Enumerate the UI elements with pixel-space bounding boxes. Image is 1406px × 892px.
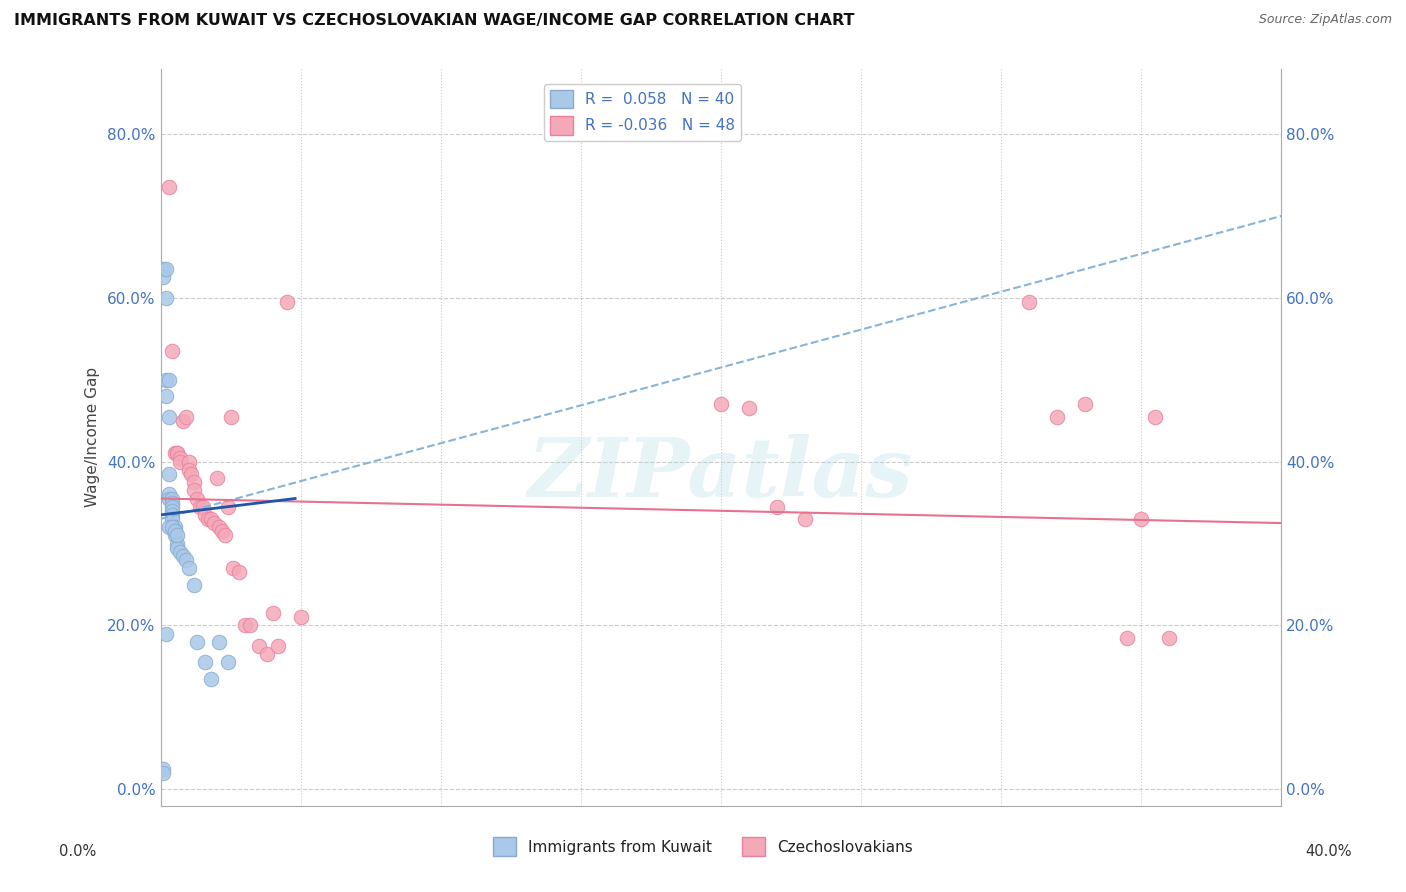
Y-axis label: Wage/Income Gap: Wage/Income Gap <box>86 367 100 508</box>
Point <box>160 495 183 509</box>
Point <box>152 762 174 776</box>
Point <box>1116 631 1139 645</box>
Text: ZIPatlas: ZIPatlas <box>529 434 914 514</box>
Point <box>160 344 183 359</box>
Point <box>160 520 183 534</box>
Point <box>183 475 205 490</box>
Point <box>191 500 214 514</box>
Point <box>160 504 183 518</box>
Point <box>155 626 177 640</box>
Point <box>166 446 188 460</box>
Point <box>177 463 200 477</box>
Point <box>169 450 191 465</box>
Point <box>766 500 789 514</box>
Point <box>211 524 233 539</box>
Point <box>174 409 197 424</box>
Point <box>155 389 177 403</box>
Point <box>200 672 222 686</box>
Point <box>214 528 236 542</box>
Point <box>177 561 200 575</box>
Point <box>217 656 239 670</box>
Point <box>172 414 194 428</box>
Point <box>1144 409 1167 424</box>
Point <box>157 491 180 506</box>
Point <box>186 491 208 506</box>
Point <box>194 508 217 522</box>
Point <box>172 549 194 563</box>
Point <box>233 618 256 632</box>
Point <box>208 635 231 649</box>
Point <box>160 512 183 526</box>
Point <box>290 610 312 624</box>
Point <box>157 520 180 534</box>
Point <box>194 656 217 670</box>
Point <box>183 577 205 591</box>
Point <box>228 566 250 580</box>
Point <box>155 262 177 277</box>
Point <box>738 401 761 416</box>
Text: 40.0%: 40.0% <box>1305 845 1353 859</box>
Point <box>160 491 183 506</box>
Point <box>163 446 186 460</box>
Point <box>188 500 211 514</box>
Point <box>1130 512 1153 526</box>
Point <box>1018 294 1040 309</box>
Text: Source: ZipAtlas.com: Source: ZipAtlas.com <box>1258 13 1392 27</box>
Point <box>166 536 188 550</box>
Point <box>152 765 174 780</box>
Point <box>160 520 183 534</box>
Point <box>1046 409 1069 424</box>
Point <box>174 553 197 567</box>
Point <box>152 270 174 285</box>
Point <box>219 409 242 424</box>
Point <box>157 487 180 501</box>
Point <box>217 500 239 514</box>
Point <box>163 524 186 539</box>
Point <box>262 606 284 620</box>
Text: IMMIGRANTS FROM KUWAIT VS CZECHOSLOVAKIAN WAGE/INCOME GAP CORRELATION CHART: IMMIGRANTS FROM KUWAIT VS CZECHOSLOVAKIA… <box>14 13 855 29</box>
Point <box>1159 631 1181 645</box>
Point <box>163 520 186 534</box>
Point <box>200 512 222 526</box>
Point <box>169 455 191 469</box>
Point <box>205 471 228 485</box>
Point <box>710 397 733 411</box>
Point <box>155 291 177 305</box>
Point <box>794 512 817 526</box>
Point <box>222 561 245 575</box>
Point <box>267 639 290 653</box>
Point <box>1074 397 1097 411</box>
Point <box>247 639 270 653</box>
Point <box>256 647 278 661</box>
Point <box>239 618 262 632</box>
Point <box>157 373 180 387</box>
Point <box>157 409 180 424</box>
Point <box>152 262 174 277</box>
Point <box>276 294 298 309</box>
Point <box>177 455 200 469</box>
Point <box>160 500 183 514</box>
Point <box>208 520 231 534</box>
Point <box>166 541 188 555</box>
Point <box>202 516 225 530</box>
Point <box>155 373 177 387</box>
Point <box>166 446 188 460</box>
Point <box>163 524 186 539</box>
Point <box>197 512 219 526</box>
Point <box>157 467 180 481</box>
Point <box>157 180 180 194</box>
Text: 0.0%: 0.0% <box>59 845 96 859</box>
Point <box>166 528 188 542</box>
Point <box>183 483 205 498</box>
Point <box>163 528 186 542</box>
Legend: Immigrants from Kuwait, Czechoslovakians: Immigrants from Kuwait, Czechoslovakians <box>486 831 920 862</box>
Point <box>169 545 191 559</box>
Legend: R =  0.058   N = 40, R = -0.036   N = 48: R = 0.058 N = 40, R = -0.036 N = 48 <box>544 84 741 141</box>
Point <box>186 635 208 649</box>
Point <box>160 508 183 522</box>
Point <box>180 467 202 481</box>
